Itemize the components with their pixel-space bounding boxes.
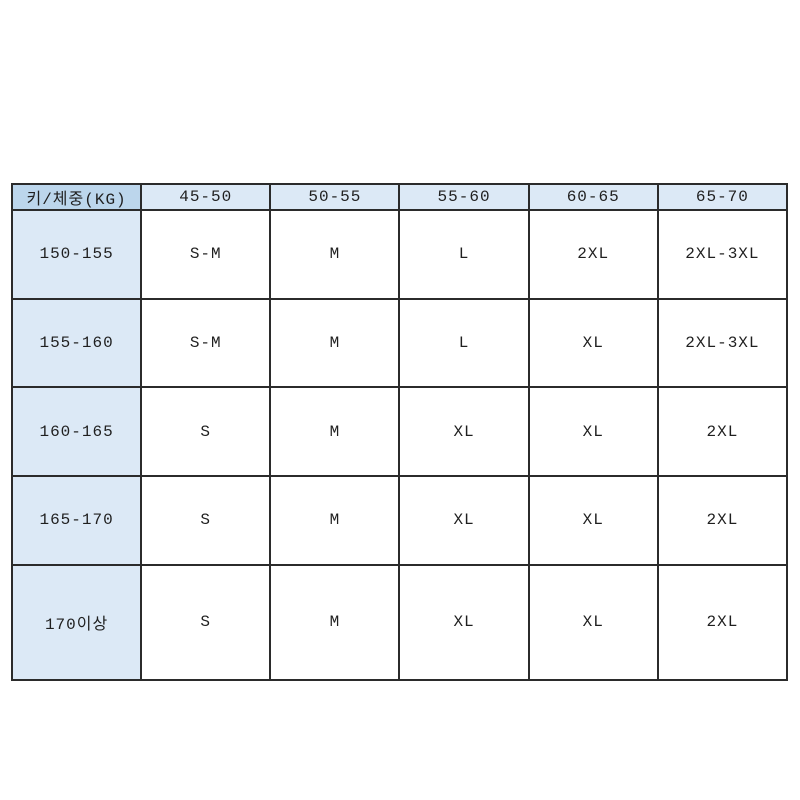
size-cell: M: [269, 209, 401, 300]
size-cell: 2XL: [656, 386, 789, 478]
size-cell: S-M: [140, 297, 272, 389]
size-cell: 2XL: [656, 475, 789, 566]
size-cell: L: [398, 209, 530, 300]
height-header-cell: 165-170: [10, 475, 143, 566]
weight-header-cell: 60-65: [527, 183, 659, 211]
size-cell: XL: [527, 297, 659, 389]
size-cell: 2XL: [656, 563, 789, 682]
table-row: 165-170 S M XL XL 2XL: [10, 475, 789, 566]
weight-header-cell: 65-70: [656, 183, 789, 211]
size-cell: XL: [527, 475, 659, 566]
size-cell: M: [269, 297, 401, 389]
size-cell: 2XL: [527, 209, 659, 300]
table-row: 170이상 S M XL XL 2XL: [10, 563, 789, 682]
height-header-cell: 170이상: [10, 563, 143, 682]
size-cell: 2XL-3XL: [656, 209, 789, 300]
corner-header-cell: 키/체중(KG): [10, 183, 143, 211]
size-cell: XL: [527, 386, 659, 478]
size-cell: S: [140, 475, 272, 566]
size-cell: L: [398, 297, 530, 389]
weight-header-cell: 55-60: [398, 183, 530, 211]
size-cell: M: [269, 563, 401, 682]
table-body: 150-155 S-M M L 2XL 2XL-3XL 155-160 S-M M L XL 2XL-…: [10, 209, 789, 682]
size-cell: XL: [527, 563, 659, 682]
size-cell: S: [140, 563, 272, 682]
size-chart-table: 키/체중(KG) 45-50 50-55 55-60 60-65 65-70 150-1…: [10, 183, 789, 682]
height-header-cell: 150-155: [10, 209, 143, 300]
size-cell: XL: [398, 563, 530, 682]
height-header-cell: 155-160: [10, 297, 143, 389]
weight-header-cell: 45-50: [140, 183, 272, 211]
size-cell: M: [269, 386, 401, 478]
height-header-cell: 160-165: [10, 386, 143, 478]
table-row: 155-160 S-M M L XL 2XL-3XL: [10, 297, 789, 389]
size-cell: XL: [398, 475, 530, 566]
size-cell: XL: [398, 386, 530, 478]
size-cell: 2XL-3XL: [656, 297, 789, 389]
size-cell: S-M: [140, 209, 272, 300]
header-row: 키/체중(KG) 45-50 50-55 55-60 60-65 65-70: [10, 183, 789, 211]
size-cell: S: [140, 386, 272, 478]
table-row: 160-165 S M XL XL 2XL: [10, 386, 789, 478]
size-cell: M: [269, 475, 401, 566]
table-row: 150-155 S-M M L 2XL 2XL-3XL: [10, 209, 789, 300]
weight-header-cell: 50-55: [269, 183, 401, 211]
